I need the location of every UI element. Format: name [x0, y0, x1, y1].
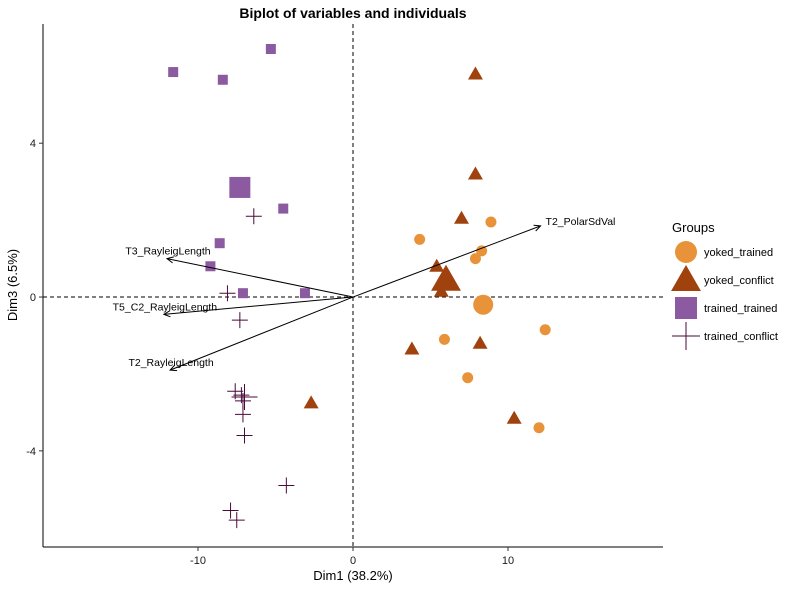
legend-marker-yoked_conflict: [671, 265, 701, 292]
legend-marker-trained_trained: [675, 297, 697, 319]
data-point-trained_conflict: [228, 512, 245, 529]
y-axis-ticks: -4 0 4: [26, 138, 43, 458]
data-point-trained_trained: [278, 203, 289, 214]
variable-arrowhead: [162, 310, 171, 318]
legend-entry-label: trained_conflict: [704, 331, 778, 343]
group-centroid-trained_conflict: [231, 384, 258, 411]
x-axis-label: Dim1 (38.2%): [313, 568, 392, 583]
data-point-yoked_conflict: [454, 210, 469, 224]
data-point-trained_trained: [205, 261, 216, 272]
data-point-yoked_trained: [485, 216, 497, 228]
data-point-trained_trained: [299, 288, 310, 299]
data-point-trained_conflict: [245, 208, 262, 225]
data-point-yoked_trained: [539, 324, 551, 336]
legend-entry-label: trained_trained: [704, 303, 777, 315]
plot-area: T2_PolarSdVal T3_RayleigLength T5_C2_Rayle…: [43, 24, 663, 547]
data-point-trained_conflict: [231, 312, 248, 329]
data-point-trained_conflict: [234, 392, 251, 409]
data-point-yoked_trained: [414, 233, 426, 245]
y-tick-label: 4: [30, 138, 36, 150]
data-point-trained_trained: [265, 43, 276, 54]
data-point-yoked_conflict: [303, 395, 319, 409]
variable-arrowhead: [165, 256, 174, 264]
y-tick-label: 0: [30, 292, 36, 304]
variable-arrow: [166, 258, 354, 298]
group-centroid-trained_trained: [229, 176, 251, 198]
variable-label: T2_RayleigLength: [128, 357, 213, 369]
legend-entry-label: yoked_conflict: [704, 275, 774, 287]
data-point-trained_conflict: [234, 406, 251, 423]
legend-marker-trained_conflict: [672, 322, 700, 350]
y-tick-label: -4: [26, 446, 36, 458]
y-axis-label: Dim3 (6.5%): [5, 249, 20, 321]
data-point-trained_conflict: [222, 502, 239, 519]
chart-title: Biplot of variables and individuals: [239, 5, 466, 21]
data-point-trained_conflict: [219, 285, 236, 302]
data-point-yoked_conflict: [472, 335, 488, 349]
legend: Groups yoked_trained yoked_conflicttraine…: [671, 220, 778, 350]
variable-label: T2_PolarSdVal: [546, 216, 616, 228]
variable-arrow: [352, 225, 541, 298]
group-centroid-yoked_conflict: [431, 264, 461, 291]
data-point-yoked_conflict: [506, 410, 522, 424]
x-tick-label: 0: [350, 555, 356, 567]
data-point-yoked_trained: [533, 422, 545, 434]
data-point-yoked_conflict: [404, 341, 420, 355]
data-point-trained_trained: [217, 74, 228, 85]
variable-label: T5_C2_RayleigLength: [113, 301, 218, 313]
legend-entry-label: yoked_trained: [704, 247, 773, 259]
variable-label: T3_RayleigLength: [125, 246, 210, 258]
legend-title: Groups: [672, 220, 715, 235]
data-point-yoked_trained: [476, 245, 488, 257]
data-point-trained_conflict: [236, 427, 253, 444]
data-point-trained_trained: [168, 67, 179, 78]
variable-arrowhead: [169, 364, 178, 372]
data-point-trained_trained: [237, 288, 248, 299]
data-point-trained_conflict: [278, 477, 295, 494]
x-tick-label: 10: [502, 555, 514, 567]
data-point-yoked_conflict: [467, 66, 483, 80]
data-point-yoked_trained: [438, 333, 450, 345]
data-point-yoked_conflict: [467, 166, 483, 180]
variable-arrow: [163, 296, 354, 315]
group-centroid-yoked_trained: [473, 294, 494, 315]
data-point-trained_trained: [214, 238, 225, 249]
variable-arrowhead: [533, 224, 542, 232]
legend-marker-yoked_trained: [675, 241, 697, 263]
data-point-yoked_trained: [462, 372, 474, 384]
data-point-yoked_trained: [469, 253, 481, 265]
x-tick-label: -10: [190, 555, 206, 567]
x-axis-ticks: -10 0 10: [190, 547, 514, 567]
variable-arrow: [169, 296, 354, 371]
